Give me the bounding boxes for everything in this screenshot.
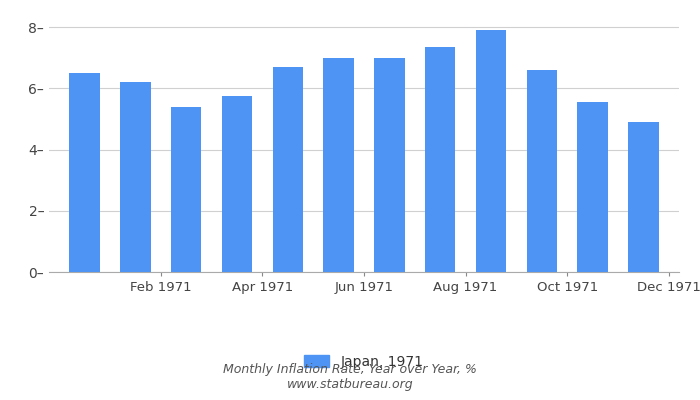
Legend: Japan, 1971: Japan, 1971 <box>299 349 429 374</box>
Bar <box>69 73 100 272</box>
Bar <box>120 82 150 272</box>
Bar <box>272 67 303 272</box>
Bar <box>628 122 659 272</box>
Text: Monthly Inflation Rate, Year over Year, %: Monthly Inflation Rate, Year over Year, … <box>223 364 477 376</box>
Bar <box>425 47 456 272</box>
Bar <box>526 70 557 272</box>
Bar <box>578 102 608 272</box>
Bar <box>374 58 405 272</box>
Bar <box>476 30 506 272</box>
Text: www.statbureau.org: www.statbureau.org <box>287 378 413 391</box>
Bar <box>323 58 354 272</box>
Bar <box>222 96 252 272</box>
Bar <box>171 107 202 272</box>
